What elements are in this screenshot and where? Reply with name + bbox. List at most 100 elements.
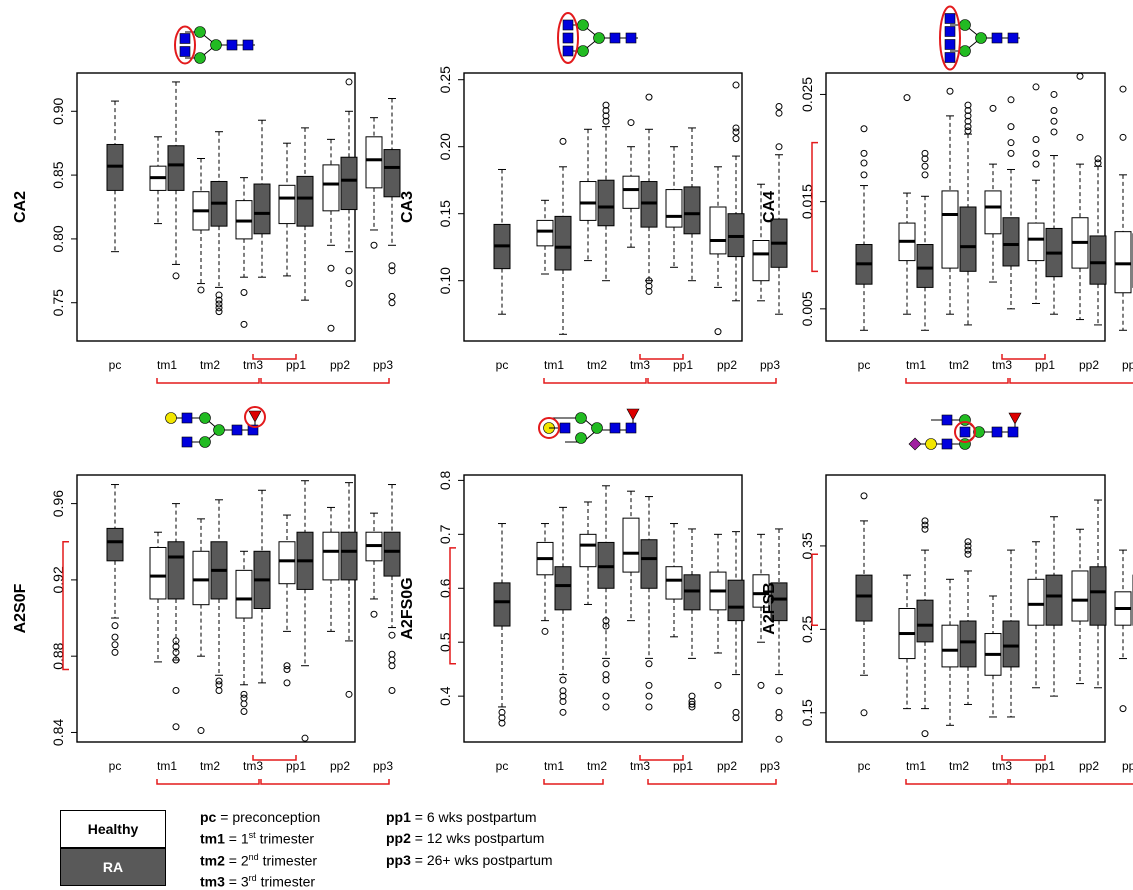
box-iqr: [322, 164, 340, 212]
box-pp3-ra: [383, 98, 401, 307]
outlier-point: [645, 282, 653, 290]
outlier-point: [111, 622, 119, 630]
outlier-point: [602, 703, 610, 711]
box-pp2-ra: [340, 78, 358, 288]
x-tick-label: pp3: [760, 358, 780, 372]
outlier-point: [645, 692, 653, 700]
box-pp1-ra: [296, 480, 314, 742]
boxplot-panel-ca3: CA3 0.10 0.15 0.20 0.25 pc tm1 tm2 tm3 pp1 pp2 pp3: [399, 12, 788, 384]
outlier-point: [1119, 133, 1127, 141]
plot-frame: [463, 72, 743, 342]
y-tick-label: 0.10: [437, 267, 453, 294]
outlier-point: [240, 289, 248, 297]
y-axis-label: CA4: [761, 191, 778, 223]
outlier-point: [921, 517, 929, 525]
outlier-point: [645, 703, 653, 711]
outlier-point: [602, 101, 610, 109]
box-iqr: [235, 569, 253, 619]
box-iqr: [554, 215, 572, 271]
outlier-point: [1007, 139, 1015, 147]
outlier-point: [111, 633, 119, 641]
plot-frame: [76, 474, 356, 743]
glycan-CA4-structure: [939, 5, 1020, 71]
box-tm1-ra: [554, 137, 572, 335]
glycan-A2FS0G-structure: [538, 408, 640, 444]
box-iqr: [1071, 570, 1089, 622]
box-pp1-healthy: [665, 146, 683, 268]
outlier-point: [1050, 107, 1058, 115]
outlier-point: [1032, 135, 1040, 143]
x-tick-label: pp2: [717, 759, 737, 773]
outlier-point: [345, 690, 353, 698]
box-iqr: [106, 527, 124, 562]
x-tick-label: pp3: [760, 759, 780, 773]
box-pp3-healthy: [1114, 85, 1132, 331]
mannose-circle: [975, 32, 987, 44]
outlier-point: [345, 267, 353, 275]
box-iqr: [941, 190, 959, 269]
significance-bracket: [252, 755, 297, 761]
outlier-point: [283, 662, 291, 670]
outlier-point: [370, 610, 378, 618]
x-tick-label: pp1: [1035, 759, 1055, 773]
highlight-ring: [538, 417, 560, 439]
y-tick-label: 0.5: [437, 632, 453, 652]
box-iqr: [597, 179, 615, 227]
mannose-circle: [210, 39, 222, 51]
highlight-ring: [174, 25, 196, 65]
significance-bracket: [543, 378, 647, 384]
outlier-point: [775, 103, 783, 110]
x-tick-label: tm1: [157, 759, 177, 773]
outlier-point: [559, 708, 567, 716]
y-axis-label: A2FS0G: [399, 577, 416, 639]
outlier-point: [1032, 149, 1040, 157]
outlier-point: [559, 687, 567, 695]
x-tick-label: tm3: [992, 759, 1012, 773]
box-tm1-ra: [167, 503, 185, 731]
glcnac-square: [625, 32, 637, 44]
box-iqr: [365, 136, 383, 189]
box-pp2-ra: [1089, 499, 1107, 689]
box-pp3-ra: [770, 528, 788, 743]
box-iqr: [959, 206, 977, 272]
box-tm3-ra: [640, 93, 658, 295]
x-tick-label: tm3: [992, 358, 1012, 372]
significance-bracket: [1001, 755, 1046, 761]
x-tick-label: tm2: [587, 358, 607, 372]
significance-bracket: [156, 779, 260, 785]
box-pc-ra: [493, 523, 511, 727]
outlier-point: [775, 735, 783, 743]
box-tm1-healthy: [536, 523, 554, 635]
outlier-point: [989, 104, 997, 112]
box-tm2-ra: [959, 538, 977, 705]
galactose-circle: [925, 438, 937, 450]
box-pp3-ra: [770, 103, 788, 315]
y-tick-label: 0.84: [50, 719, 66, 746]
x-tick-label: tm2: [949, 358, 969, 372]
outlier-point: [732, 714, 740, 722]
x-tick-label: pp1: [673, 759, 693, 773]
glcnac-square: [944, 13, 956, 24]
y-tick-label: 0.85: [50, 161, 66, 188]
box-pp1-healthy: [665, 523, 683, 638]
definition-pc: pc = preconception: [200, 809, 321, 825]
outlier-point: [559, 137, 567, 145]
outlier-point: [111, 641, 119, 649]
outlier-point: [964, 538, 972, 546]
glycan-CA2-structure: [174, 25, 255, 65]
mannose-circle: [194, 52, 206, 64]
box-pp1-ra: [296, 127, 314, 301]
x-tick-label: pc: [858, 759, 871, 773]
outlier-point: [775, 714, 783, 722]
outlier-point: [602, 622, 610, 630]
outlier-point: [172, 272, 180, 280]
outlier-point: [498, 714, 506, 722]
outlier-point: [964, 101, 972, 109]
definition-pp2: pp2 = 12 wks postpartum: [386, 830, 545, 846]
outlier-point: [964, 123, 972, 131]
outlier-point: [370, 241, 378, 249]
outlier-point: [964, 550, 972, 558]
x-tick-label: tm1: [906, 358, 926, 372]
glcnac-square: [242, 39, 254, 51]
outlier-point: [645, 277, 653, 285]
